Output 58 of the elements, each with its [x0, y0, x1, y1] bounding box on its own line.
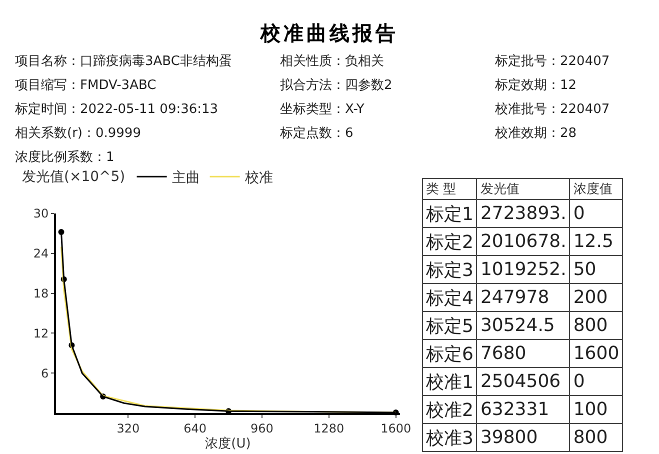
y-tick-label: 30	[33, 206, 49, 221]
text: 校准3	[422, 424, 477, 452]
text: 标定1	[422, 200, 477, 228]
text: 标定批号：220407	[495, 53, 610, 70]
text: 浓度值	[570, 178, 623, 200]
y-axis-title: 发光值(×10^5)	[22, 169, 126, 185]
text: 相关性质：负相关	[280, 53, 384, 70]
text: 标定5	[422, 312, 477, 340]
text: 12.5	[570, 228, 623, 256]
text: 标定2	[422, 228, 477, 256]
text: 200	[570, 284, 623, 312]
chart-title: 校准曲线报告	[259, 20, 400, 47]
text: 标定4	[422, 284, 477, 312]
text: 39800	[476, 424, 570, 452]
text: 校准效期：28	[495, 125, 577, 142]
text: 7680	[476, 340, 570, 368]
text: 标定时间：2022-05-11 09:36:13	[15, 101, 218, 118]
x-tick-label: 1600	[380, 422, 412, 436]
text: 相关系数(r)：0.9999	[15, 125, 141, 142]
x-tick-label: 640	[184, 422, 207, 436]
text: 1019252.	[476, 256, 570, 284]
text: 标定3	[422, 256, 477, 284]
text: 100	[570, 396, 623, 424]
x-tick-label: 960	[250, 422, 274, 436]
text: 2010678.	[476, 228, 570, 256]
text: 标定点数：6	[280, 125, 354, 142]
text: 项目名称：口蹄疫病毒3ABC非结构蛋	[15, 53, 232, 70]
text: 校准批号：220407	[495, 101, 610, 118]
legend-label: 校准	[244, 170, 273, 186]
text: 发光值	[476, 178, 570, 200]
text: 类 型	[422, 178, 477, 200]
text: 800	[570, 424, 623, 452]
text: 632331	[476, 396, 570, 424]
text: 2723893.	[476, 200, 570, 228]
text: 247978	[476, 284, 570, 312]
text: 校准1	[422, 368, 477, 396]
text: 坐标类型：X-Y	[280, 101, 364, 118]
legend-label: 主曲	[172, 170, 200, 186]
text: 30524.5	[476, 312, 570, 340]
text: 标定6	[422, 340, 477, 368]
text: 拟合方法：四参数2	[280, 77, 392, 94]
text: 2504506	[476, 368, 570, 396]
y-tick-label: 18	[33, 286, 49, 300]
text: 800	[570, 312, 623, 340]
y-tick-label: 6	[40, 366, 49, 380]
y-tick-label: 12	[33, 326, 49, 340]
text: 校准2	[422, 396, 477, 424]
text: 项目缩写：FMDV-3ABC	[15, 77, 156, 94]
x-axis-title: 浓度(U)	[205, 436, 251, 452]
text: 1600	[570, 340, 623, 368]
y-tick-label: 24	[33, 246, 49, 261]
text: 标定效期：12	[495, 77, 577, 94]
text: 0	[570, 200, 623, 228]
x-tick-label: 320	[116, 422, 140, 436]
text: 0	[570, 368, 623, 396]
text: 浓度比例系数：1	[15, 149, 114, 166]
text: 50	[570, 256, 623, 284]
x-tick-label: 1280	[314, 422, 344, 436]
